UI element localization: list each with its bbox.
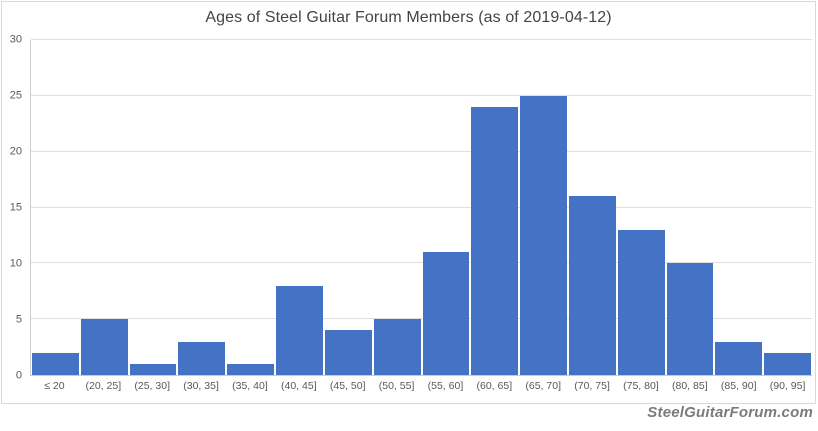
bar-(45, 50]	[324, 330, 372, 375]
x-axis-labels: ≤ 20 (20, 25] (25, 30] (30, 35] (35, 40] (40,…	[30, 380, 812, 392]
bar-(70, 75]	[568, 196, 616, 375]
bar-(40, 45]	[276, 285, 323, 375]
bar-slot-9	[470, 40, 519, 375]
chart-title: Ages of Steel Guitar Forum Members (as o…	[205, 9, 612, 26]
bar-slot-6	[324, 40, 373, 375]
bar-slot-8	[422, 40, 471, 375]
x-axis-label-0: ≤ 20	[44, 380, 65, 392]
bar-(25, 30]	[129, 363, 177, 375]
y-axis-label-5: 5	[15, 313, 22, 326]
bar-slot-13	[666, 40, 715, 375]
bar-(80, 85]	[666, 263, 714, 375]
y-axis-label-10: 10	[9, 257, 22, 270]
bar-slot-2	[129, 40, 178, 375]
bar-slot-12	[617, 40, 666, 375]
x-axis-label-4: (35, 40]	[232, 380, 268, 392]
x-axis-label-5: (40, 45]	[281, 380, 317, 392]
x-axis-label-2: (25, 30]	[134, 380, 170, 392]
x-axis-label-3: (30, 35]	[183, 380, 219, 392]
bar-(35, 40]	[227, 363, 275, 375]
bar-slot-10	[519, 40, 568, 375]
bar-slot-5	[275, 40, 324, 375]
x-axis-label-11: (70, 75]	[574, 380, 610, 392]
x-axis-label-1: (20, 25]	[85, 380, 122, 392]
bar-(65, 70]	[520, 95, 567, 375]
bar-(75, 80]	[617, 229, 665, 375]
gridline-25	[31, 94, 812, 96]
bar-series	[31, 40, 812, 375]
x-axis-label-6: (45, 50]	[329, 380, 366, 392]
bar-slot-14	[714, 40, 763, 375]
gridline-10	[31, 262, 812, 264]
bar-≤ 20	[32, 352, 79, 375]
x-axis-label-7: (50, 55]	[378, 380, 415, 392]
gridline-15	[31, 206, 812, 208]
y-axis-label-15: 15	[9, 201, 22, 214]
bar-slot-7	[373, 40, 422, 375]
watermark-text: SteelGuitarForum.com	[647, 404, 813, 421]
chart-container: Ages of Steel Guitar Forum Members (as o…	[1, 1, 816, 404]
bar-(30, 35]	[178, 341, 226, 375]
bar-(55, 60]	[422, 252, 470, 375]
gridline-20	[31, 150, 812, 152]
bar-slot-3	[177, 40, 226, 375]
y-axis-label-25: 25	[9, 89, 22, 102]
bar-slot-1	[80, 40, 129, 375]
gridline-30	[31, 39, 812, 40]
y-axis-label-30: 30	[9, 33, 22, 46]
bar-(20, 25]	[80, 319, 128, 375]
bar-slot-15	[763, 40, 812, 375]
y-axis-label-20: 20	[9, 145, 22, 158]
bar-slot-0	[31, 40, 80, 375]
bar-(90, 95]	[764, 352, 811, 375]
x-axis-label-15: (90, 95]	[769, 380, 806, 392]
bar-(85, 90]	[715, 341, 763, 375]
x-axis-label-13: (80, 85]	[672, 380, 708, 392]
x-axis-label-12: (75, 80]	[623, 380, 659, 392]
x-axis-label-10: (65, 70]	[525, 380, 561, 392]
x-axis-label-14: (85, 90]	[720, 380, 757, 392]
gridline-5	[31, 318, 812, 320]
bar-(60, 65]	[471, 107, 519, 375]
y-axis-label-0: 0	[15, 369, 22, 382]
y-axis-labels: 0 5 10 15 20 25 30	[2, 34, 24, 381]
bar-(50, 55]	[373, 319, 421, 375]
bar-slot-4	[226, 40, 275, 375]
plot-area	[30, 39, 812, 376]
x-axis-label-8: (55, 60]	[427, 380, 464, 392]
bar-slot-11	[568, 40, 617, 375]
x-axis-label-9: (60, 65]	[476, 380, 513, 392]
